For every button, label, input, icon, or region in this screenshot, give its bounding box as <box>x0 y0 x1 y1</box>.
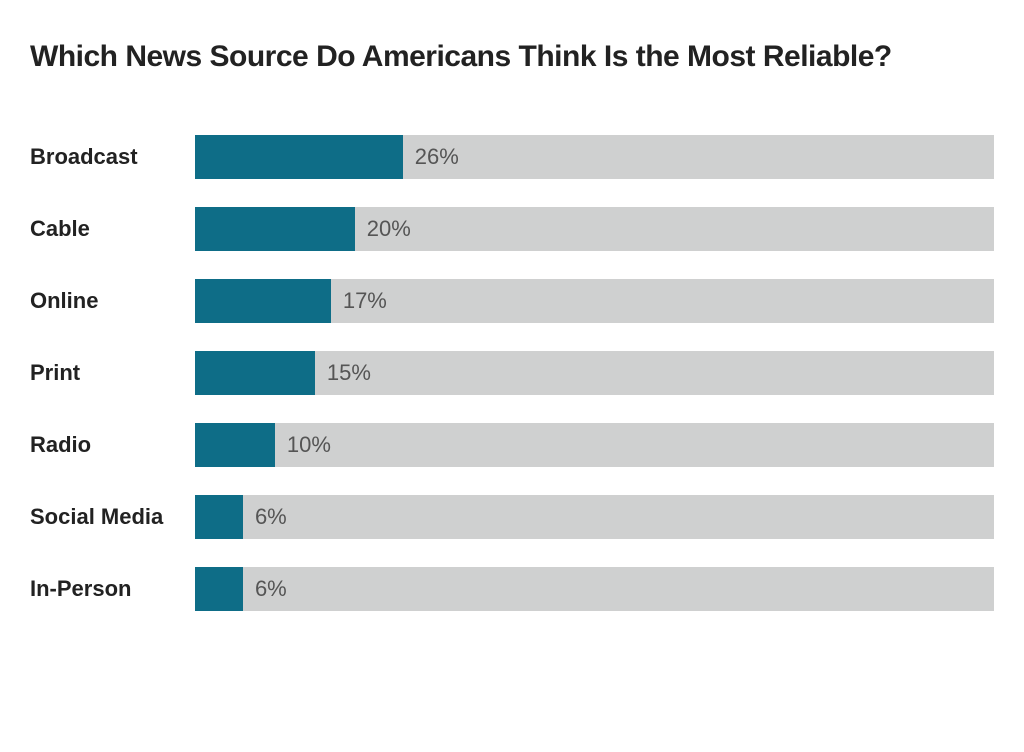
chart-rows: Broadcast 26% Cable 20% Online 17% Print 15% Rad… <box>30 135 994 611</box>
bar-fill <box>195 423 275 467</box>
bar-fill <box>195 351 315 395</box>
bar-remainder <box>331 279 994 323</box>
chart-row: Radio 10% <box>30 423 994 467</box>
row-label: Broadcast <box>30 144 195 170</box>
bar-fill <box>195 279 331 323</box>
value-label: 10% <box>287 432 331 458</box>
bar-remainder <box>315 351 994 395</box>
chart-row: Broadcast 26% <box>30 135 994 179</box>
news-reliability-chart: Which News Source Do Americans Think Is … <box>0 0 1024 752</box>
chart-row: In-Person 6% <box>30 567 994 611</box>
row-label: Cable <box>30 216 195 242</box>
value-label: 20% <box>367 216 411 242</box>
bar-track: 10% <box>195 423 994 467</box>
bar-remainder <box>403 135 994 179</box>
row-label: Social Media <box>30 504 195 530</box>
value-label: 15% <box>327 360 371 386</box>
value-label: 6% <box>255 576 287 602</box>
bar-track: 26% <box>195 135 994 179</box>
value-label: 26% <box>415 144 459 170</box>
row-label: Print <box>30 360 195 386</box>
bar-track: 17% <box>195 279 994 323</box>
bar-track: 20% <box>195 207 994 251</box>
bar-remainder <box>243 567 994 611</box>
chart-title: Which News Source Do Americans Think Is … <box>30 40 994 75</box>
bar-fill <box>195 207 355 251</box>
chart-row: Social Media 6% <box>30 495 994 539</box>
row-label: In-Person <box>30 576 195 602</box>
row-label: Radio <box>30 432 195 458</box>
bar-track: 6% <box>195 495 994 539</box>
row-label: Online <box>30 288 195 314</box>
bar-remainder <box>275 423 994 467</box>
chart-row: Cable 20% <box>30 207 994 251</box>
bar-remainder <box>243 495 994 539</box>
bar-fill <box>195 135 403 179</box>
bar-fill <box>195 567 243 611</box>
chart-row: Print 15% <box>30 351 994 395</box>
value-label: 17% <box>343 288 387 314</box>
bar-track: 6% <box>195 567 994 611</box>
bar-remainder <box>355 207 994 251</box>
bar-fill <box>195 495 243 539</box>
bar-track: 15% <box>195 351 994 395</box>
chart-row: Online 17% <box>30 279 994 323</box>
value-label: 6% <box>255 504 287 530</box>
